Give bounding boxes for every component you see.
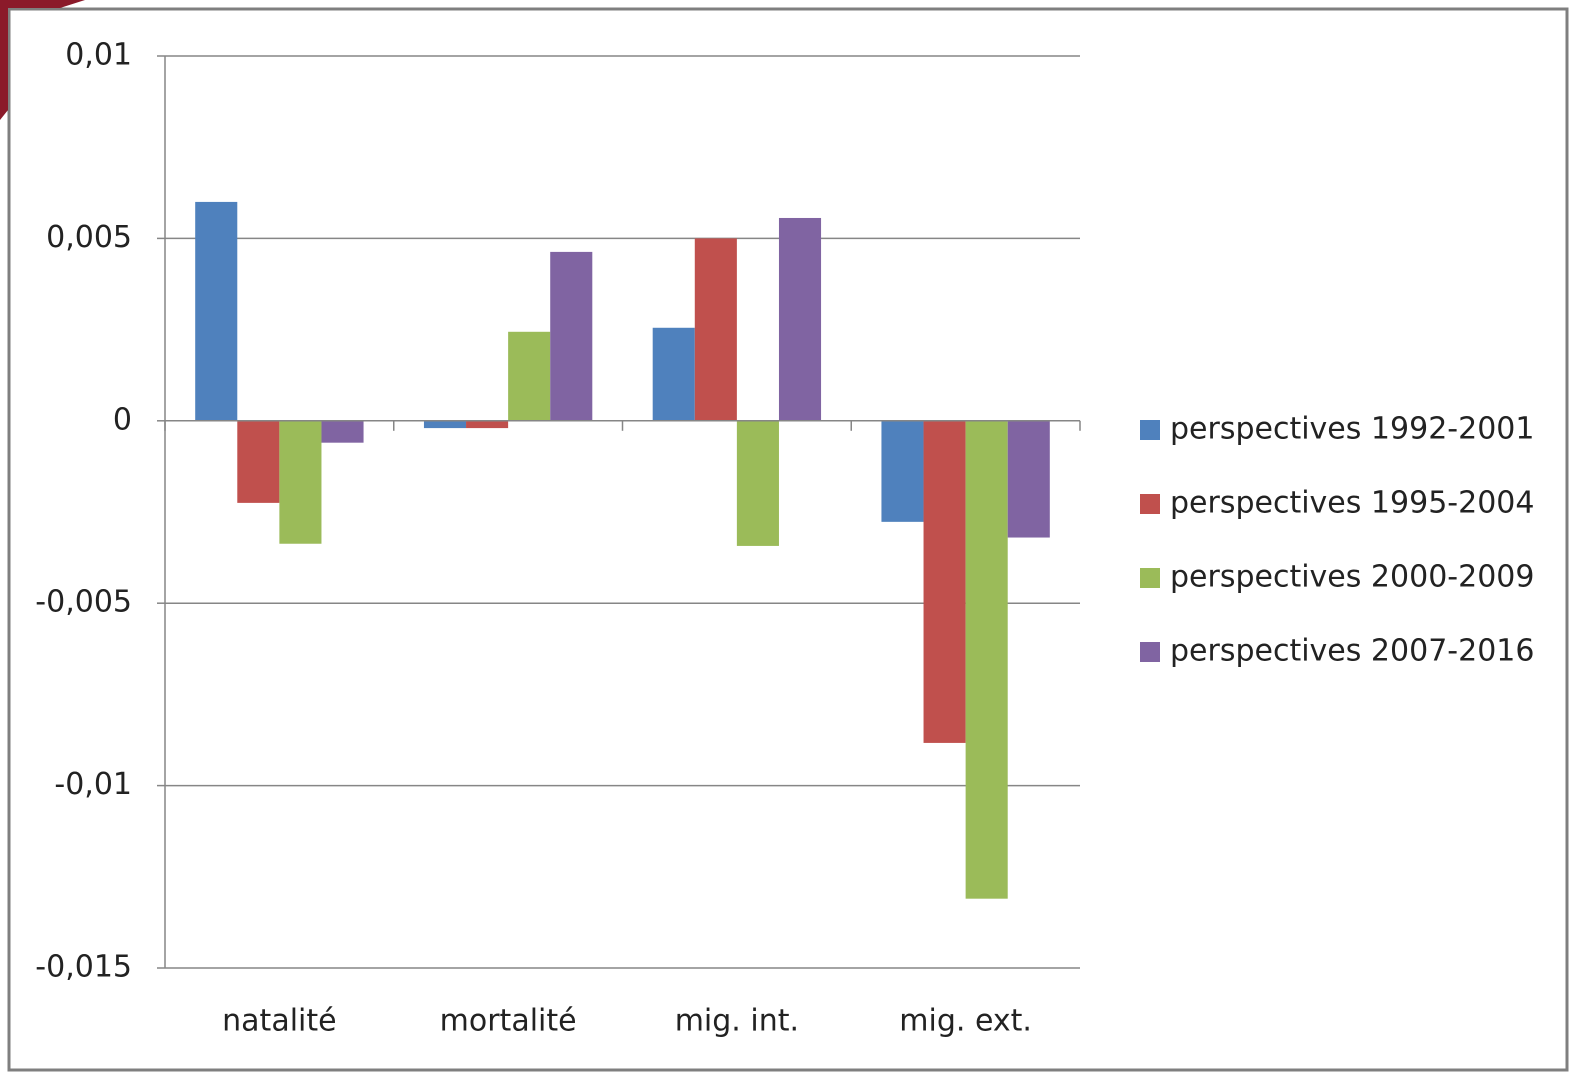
legend-label: perspectives 1995-2004 (1170, 486, 1534, 521)
y-tick-label: -0,015 (35, 950, 132, 985)
bar (237, 420, 280, 503)
bar (736, 420, 779, 546)
bar (321, 420, 364, 443)
x-tick-label: natalité (222, 1004, 336, 1039)
y-tick-label: 0 (113, 402, 132, 437)
bar (694, 238, 737, 421)
bar (1007, 420, 1050, 538)
bar (778, 217, 822, 421)
legend-swatch (1140, 494, 1160, 514)
legend-swatch (1140, 568, 1160, 588)
legend-label: perspectives 2000-2009 (1170, 560, 1534, 595)
bar (923, 420, 966, 743)
x-tick-label: mig. int. (675, 1004, 799, 1039)
legend-swatch (1140, 642, 1160, 662)
x-tick-label: mig. ext. (899, 1004, 1032, 1039)
legend-label: perspectives 2007-2016 (1170, 634, 1534, 669)
bar (652, 327, 695, 421)
y-tick-label: -0,01 (54, 767, 132, 802)
y-tick-label: 0,01 (65, 38, 132, 73)
bar (508, 331, 551, 421)
bar (881, 420, 924, 522)
bar (550, 251, 593, 421)
chart-frame (7, 7, 1569, 1072)
bar (423, 420, 467, 429)
legend-swatch (1140, 420, 1160, 440)
bar (466, 420, 509, 429)
legend-label: perspectives 1992-2001 (1170, 412, 1534, 447)
bar (195, 201, 238, 421)
bar (279, 420, 322, 544)
y-tick-label: -0,005 (35, 585, 132, 620)
bar (965, 420, 1008, 899)
x-tick-label: mortalité (440, 1004, 577, 1039)
y-tick-label: 0,005 (46, 220, 132, 255)
